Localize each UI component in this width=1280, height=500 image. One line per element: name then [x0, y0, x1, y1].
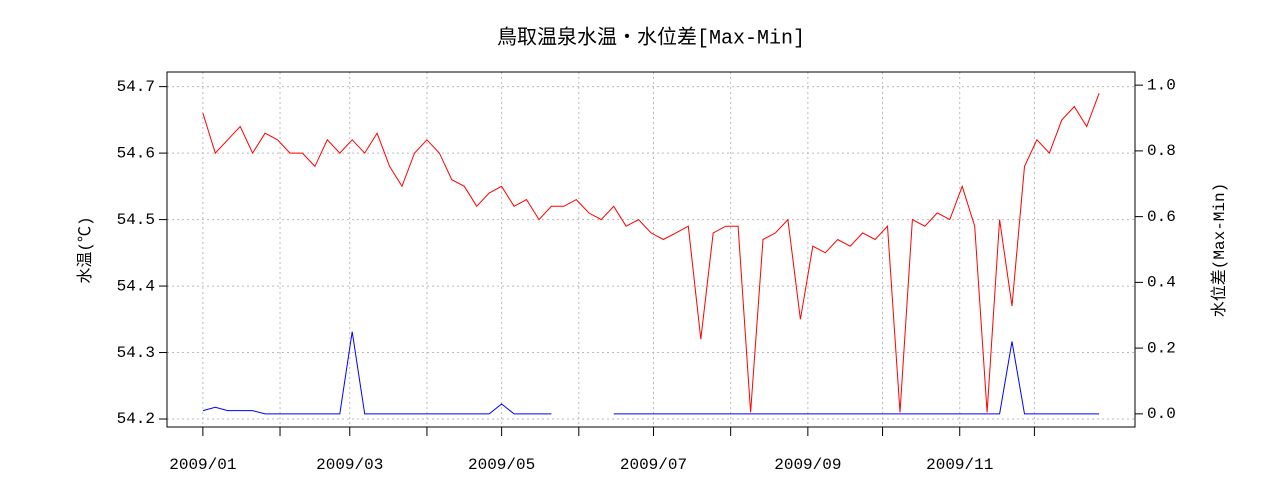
x-tick-label: 2009/11 — [926, 456, 993, 474]
y2-tick-label: 0.6 — [1147, 208, 1176, 226]
y-tick-label: 54.6 — [117, 144, 155, 162]
x-tick-label: 2009/01 — [169, 456, 236, 474]
y-tick-label: 54.5 — [117, 211, 155, 229]
x-tick-label: 2009/09 — [774, 456, 841, 474]
y2-axis-label: 水位差(Max-Min) — [1210, 183, 1229, 317]
y-tick-label: 54.3 — [117, 344, 155, 362]
x-tick-label: 2009/05 — [468, 456, 535, 474]
chart-title: 鳥取温泉水温・水位差[Max-Min] — [497, 25, 805, 50]
y2-tick-label: 0.8 — [1147, 142, 1176, 160]
x-tick-label: 2009/03 — [316, 456, 383, 474]
series-line — [202, 93, 1100, 413]
y2-tick-label: 0.4 — [1147, 274, 1176, 292]
y2-tick-label: 1.0 — [1147, 76, 1176, 94]
x-tick-label: 2009/07 — [620, 456, 687, 474]
y-tick-label: 54.4 — [117, 277, 155, 295]
y-axis-label: 水温(℃) — [76, 216, 95, 283]
y2-tick-label: 0.2 — [1147, 339, 1176, 357]
y2-tick-label: 0.0 — [1147, 405, 1176, 423]
series-line — [202, 331, 1100, 415]
y-tick-label: 54.2 — [117, 410, 155, 428]
y-tick-label: 54.7 — [117, 78, 155, 96]
